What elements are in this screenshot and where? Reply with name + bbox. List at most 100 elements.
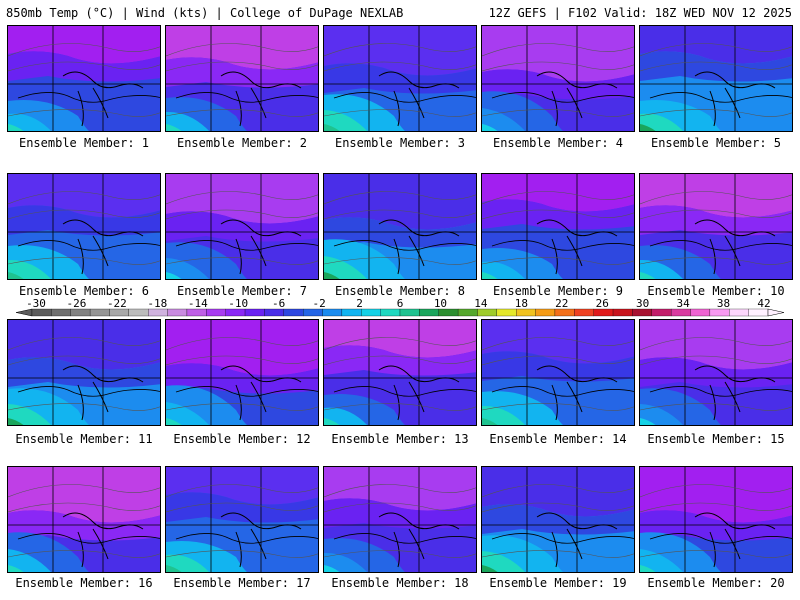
colorbar-swatch xyxy=(496,308,517,317)
ensemble-member-label-15: Ensemble Member: 15 xyxy=(647,432,785,446)
colorbar-swatch xyxy=(128,308,149,317)
colorbar-swatch xyxy=(31,308,52,317)
ensemble-member-label-19: Ensemble Member: 19 xyxy=(489,576,627,590)
colorbar-swatch xyxy=(399,308,420,317)
ensemble-member-label-1: Ensemble Member: 1 xyxy=(18,136,150,150)
ensemble-member-label-6: Ensemble Member: 6 xyxy=(18,284,150,298)
ensemble-member-label-8: Ensemble Member: 8 xyxy=(334,284,466,298)
colorbar-tick-label: 26 xyxy=(595,297,609,310)
colorbar-swatch xyxy=(244,308,265,317)
colorbar-swatch xyxy=(264,308,284,317)
colorbar-swatch xyxy=(748,308,769,317)
valid-time: 12Z GEFS | F102 Valid: 18Z WED NOV 12 20… xyxy=(488,6,792,20)
colorbar-swatch xyxy=(186,308,207,317)
colorbar-swatch xyxy=(380,308,401,317)
colorbar-swatch xyxy=(341,308,362,317)
colorbar-tick-label: 22 xyxy=(555,297,569,310)
ensemble-member-map-9 xyxy=(481,173,635,280)
ensemble-member-label-14: Ensemble Member: 14 xyxy=(489,432,627,446)
colorbar-tick-label: 6 xyxy=(396,297,404,310)
colorbar-swatch xyxy=(477,308,497,317)
colorbar-swatch xyxy=(303,308,323,317)
colorbar-tick-label: -30 xyxy=(26,297,46,310)
ensemble-member-label-10: Ensemble Member: 10 xyxy=(647,284,785,298)
colorbar-swatch xyxy=(554,308,575,317)
colorbar-swatch xyxy=(438,308,459,317)
ensemble-member-label-17: Ensemble Member: 17 xyxy=(173,576,311,590)
ensemble-member-label-7: Ensemble Member: 7 xyxy=(176,284,308,298)
ensemble-member-label-20: Ensemble Member: 20 xyxy=(647,576,785,590)
ensemble-member-map-8 xyxy=(323,173,477,280)
map-title: 850mb Temp (°C) | Wind (kts) | College o… xyxy=(6,6,404,20)
ensemble-member-map-7 xyxy=(165,173,319,280)
colorbar-tick-label: -6 xyxy=(272,297,286,310)
colorbar-swatch xyxy=(89,308,110,317)
ensemble-member-label-18: Ensemble Member: 18 xyxy=(331,576,469,590)
colorbar-tick-label: -2 xyxy=(312,297,326,310)
colorbar-tick-label: 42 xyxy=(757,297,771,310)
colorbar-swatch xyxy=(457,308,478,317)
colorbar-swatch xyxy=(322,308,343,317)
ensemble-member-map-19 xyxy=(481,466,635,573)
colorbar-left-arrow xyxy=(15,308,33,317)
colorbar-swatch xyxy=(729,308,749,317)
ensemble-member-label-5: Ensemble Member: 5 xyxy=(650,136,782,150)
colorbar-swatch xyxy=(593,308,614,317)
colorbar-swatch xyxy=(206,308,226,317)
ensemble-member-label-4: Ensemble Member: 4 xyxy=(492,136,624,150)
colorbar-swatch xyxy=(690,308,711,317)
colorbar-tick-label: 38 xyxy=(716,297,731,310)
ensemble-member-map-13 xyxy=(323,319,477,426)
colorbar-swatch xyxy=(109,308,129,317)
colorbar-tick-label: 10 xyxy=(433,297,448,310)
colorbar-tick-label: 14 xyxy=(474,297,488,310)
ensemble-member-map-2 xyxy=(165,25,319,132)
colorbar-swatch xyxy=(419,308,439,317)
colorbar-swatch xyxy=(283,308,304,317)
ensemble-member-label-2: Ensemble Member: 2 xyxy=(176,136,308,150)
ensemble-member-map-17 xyxy=(165,466,319,573)
ensemble-member-label-9: Ensemble Member: 9 xyxy=(492,284,624,298)
ensemble-member-map-20 xyxy=(639,466,793,573)
colorbar-tick-label: -26 xyxy=(66,297,87,310)
colorbar-swatch xyxy=(612,308,633,317)
colorbar-tick-label: 34 xyxy=(676,297,690,310)
colorbar-swatch xyxy=(516,308,536,317)
ensemble-member-map-3 xyxy=(323,25,477,132)
colorbar-swatch xyxy=(148,308,168,317)
colorbar-swatch xyxy=(632,308,652,317)
colorbar-swatch xyxy=(651,308,672,317)
ensemble-member-map-6 xyxy=(7,173,161,280)
ensemble-member-map-15 xyxy=(639,319,793,426)
ensemble-member-map-1 xyxy=(7,25,161,132)
ensemble-member-label-3: Ensemble Member: 3 xyxy=(334,136,466,150)
colorbar-swatch xyxy=(225,308,246,317)
colorbar-tick-label: -10 xyxy=(228,297,249,310)
colorbar-tick-label: -18 xyxy=(147,297,168,310)
colorbar-swatch xyxy=(574,308,594,317)
temperature-colorbar xyxy=(15,308,785,317)
ensemble-member-map-11 xyxy=(7,319,161,426)
ensemble-member-map-14 xyxy=(481,319,635,426)
colorbar-swatch xyxy=(671,308,691,317)
colorbar-swatch xyxy=(361,308,381,317)
colorbar-swatch xyxy=(167,308,188,317)
ensemble-member-label-13: Ensemble Member: 13 xyxy=(331,432,469,446)
colorbar-tick-label: 30 xyxy=(636,297,650,310)
ensemble-member-map-12 xyxy=(165,319,319,426)
ensemble-member-map-18 xyxy=(323,466,477,573)
ensemble-member-label-12: Ensemble Member: 12 xyxy=(173,432,311,446)
colorbar-swatch xyxy=(51,308,71,317)
colorbar-tick-label: -14 xyxy=(187,297,208,310)
colorbar-tick-label: 18 xyxy=(514,297,528,310)
ensemble-member-label-11: Ensemble Member: 11 xyxy=(15,432,153,446)
ensemble-member-map-5 xyxy=(639,25,793,132)
colorbar-swatch xyxy=(709,308,730,317)
colorbar-right-arrow xyxy=(767,308,785,317)
colorbar-tick-label: -22 xyxy=(106,297,127,310)
ensemble-member-map-4 xyxy=(481,25,635,132)
ensemble-member-map-10 xyxy=(639,173,793,280)
colorbar-swatch xyxy=(70,308,91,317)
ensemble-member-label-16: Ensemble Member: 16 xyxy=(15,576,153,590)
ensemble-member-map-16 xyxy=(7,466,161,573)
